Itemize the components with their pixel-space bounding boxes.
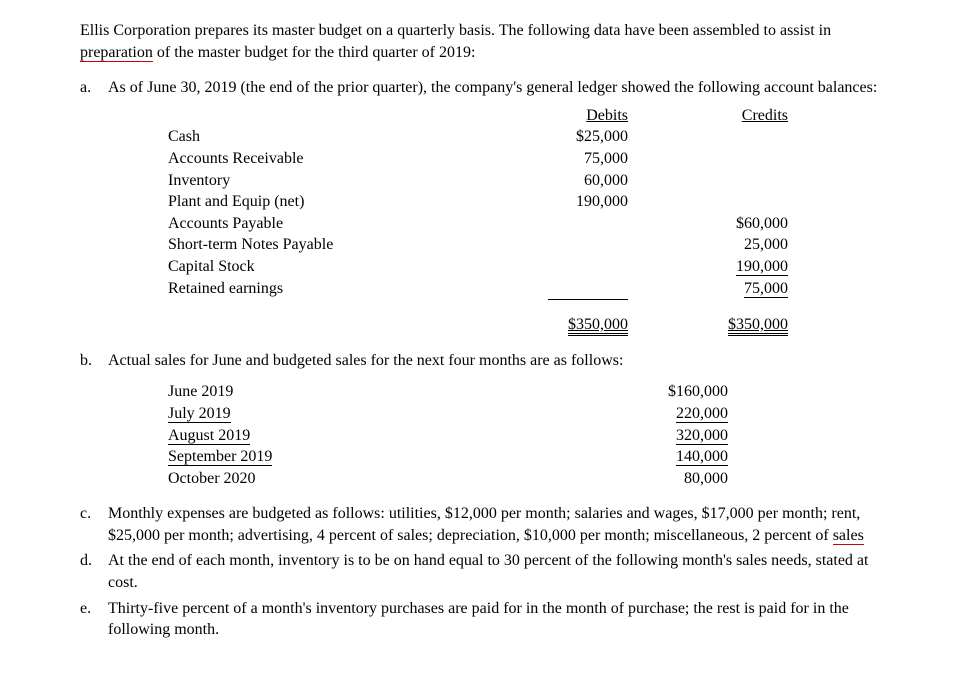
ledger-total-row: $350,000 $350,000: [168, 314, 808, 336]
ledger-credit: 25,000: [668, 234, 788, 256]
ledger-label: Capital Stock: [168, 256, 508, 278]
sales-value: 220,000: [676, 405, 728, 423]
item-c: c. Monthly expenses are budgeted as foll…: [80, 503, 883, 546]
item-b: b. Actual sales for June and budgeted sa…: [80, 350, 883, 490]
ledger-debit: $25,000: [508, 126, 628, 148]
item-d-marker: d.: [80, 550, 108, 593]
intro-text-2: of the master budget for the third quart…: [153, 44, 476, 61]
table-row: October 2020 80,000: [168, 468, 788, 490]
ledger-label: Inventory: [168, 170, 508, 192]
ledger-credit: [668, 126, 788, 148]
ledger-label: Retained earnings: [168, 278, 508, 301]
sales-label: June 2019: [168, 383, 233, 400]
ledger-label: Accounts Receivable: [168, 148, 508, 170]
item-d-text: At the end of each month, inventory is t…: [108, 550, 883, 593]
intro-paragraph: Ellis Corporation prepares its master bu…: [80, 20, 883, 63]
sales-label: July 2019: [168, 405, 231, 423]
table-row: Accounts Receivable 75,000: [168, 148, 808, 170]
sales-table: June 2019 $160,000 July 2019 220,000 Aug…: [168, 381, 788, 489]
sales-value: 80,000: [684, 470, 728, 487]
table-row: Plant and Equip (net) 190,000: [168, 191, 808, 213]
table-row: September 2019 140,000: [168, 446, 788, 468]
table-row: Inventory 60,000: [168, 170, 808, 192]
sales-label: August 2019: [168, 427, 250, 445]
item-e-text: Thirty-five percent of a month's invento…: [108, 598, 883, 641]
sales-value: $160,000: [668, 383, 728, 400]
intro-text-1: Ellis Corporation prepares its master bu…: [80, 22, 831, 39]
sales-label: September 2019: [168, 448, 272, 466]
ledger-header-row: Debits Credits: [168, 105, 808, 127]
ledger-label: Plant and Equip (net): [168, 191, 508, 213]
table-row: Retained earnings 75,000: [168, 278, 808, 301]
credit-total: $350,000: [728, 316, 788, 336]
table-row: Accounts Payable $60,000: [168, 213, 808, 235]
ledger-debit: 75,000: [508, 148, 628, 170]
ledger-credit: 75,000: [744, 280, 788, 298]
item-e-marker: e.: [80, 598, 108, 641]
ledger-debit: 60,000: [508, 170, 628, 192]
item-c-text-1: Monthly expenses are budgeted as follows…: [108, 505, 860, 544]
ledger-debit: [508, 213, 628, 235]
ledger-label: Cash: [168, 126, 508, 148]
ledger-label: Short-term Notes Payable: [168, 234, 508, 256]
item-a: a. As of June 30, 2019 (the end of the p…: [80, 77, 883, 336]
ledger-debit: 190,000: [508, 191, 628, 213]
table-row: Capital Stock 190,000: [168, 256, 808, 278]
debit-total: $350,000: [568, 316, 628, 336]
ledger-table: Debits Credits Cash $25,000 Accounts Rec…: [168, 105, 808, 336]
intro-underlined: preparation: [80, 44, 153, 62]
table-row: July 2019 220,000: [168, 403, 788, 425]
ledger-credit: [668, 191, 788, 213]
ledger-label: Accounts Payable: [168, 213, 508, 235]
sales-value: 320,000: [676, 427, 728, 445]
sales-label: October 2020: [168, 470, 256, 487]
ledger-debit: [508, 234, 628, 256]
ledger-credit: $60,000: [668, 213, 788, 235]
table-row: August 2019 320,000: [168, 425, 788, 447]
ledger-debit-blank: [548, 278, 628, 301]
table-row: Short-term Notes Payable 25,000: [168, 234, 808, 256]
ledger-credit: [668, 148, 788, 170]
ledger-debit: [508, 256, 628, 278]
sales-value: 140,000: [676, 448, 728, 466]
item-b-marker: b.: [80, 350, 108, 490]
item-c-underlined: sales: [833, 527, 864, 545]
item-b-text: Actual sales for June and budgeted sales…: [108, 350, 883, 372]
item-e: e. Thirty-five percent of a month's inve…: [80, 598, 883, 641]
credits-header: Credits: [742, 107, 788, 124]
table-row: June 2019 $160,000: [168, 381, 788, 403]
ledger-credit: [668, 170, 788, 192]
debits-header: Debits: [586, 107, 628, 124]
item-a-text: As of June 30, 2019 (the end of the prio…: [108, 77, 883, 99]
item-c-marker: c.: [80, 503, 108, 546]
item-a-marker: a.: [80, 77, 108, 336]
ledger-credit: 190,000: [736, 258, 788, 276]
item-d: d. At the end of each month, inventory i…: [80, 550, 883, 593]
table-row: Cash $25,000: [168, 126, 808, 148]
